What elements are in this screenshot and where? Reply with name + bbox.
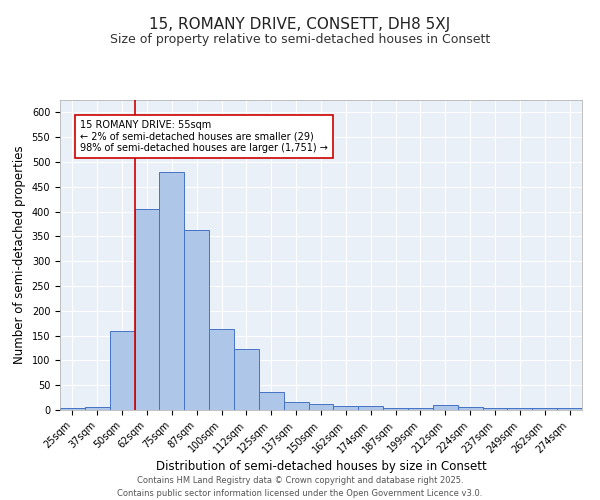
Bar [184, 230, 209, 410]
Text: Contains HM Land Registry data © Crown copyright and database right 2025.
Contai: Contains HM Land Registry data © Crown c… [118, 476, 482, 498]
Y-axis label: Number of semi-detached properties: Number of semi-detached properties [13, 146, 26, 364]
Bar [134, 209, 160, 410]
Bar [557, 408, 582, 410]
Text: 15 ROMANY DRIVE: 55sqm
← 2% of semi-detached houses are smaller (29)
98% of semi: 15 ROMANY DRIVE: 55sqm ← 2% of semi-deta… [80, 120, 328, 153]
Bar [234, 349, 259, 410]
Bar [85, 406, 110, 410]
Bar [284, 402, 308, 410]
Bar [209, 329, 234, 410]
Bar [358, 406, 383, 410]
Bar [458, 406, 482, 410]
Bar [383, 408, 408, 410]
Bar [160, 172, 184, 410]
Bar [508, 408, 532, 410]
Bar [110, 330, 134, 410]
Text: 15, ROMANY DRIVE, CONSETT, DH8 5XJ: 15, ROMANY DRIVE, CONSETT, DH8 5XJ [149, 18, 451, 32]
Bar [433, 405, 458, 410]
Bar [532, 408, 557, 410]
Bar [308, 404, 334, 410]
Text: Size of property relative to semi-detached houses in Consett: Size of property relative to semi-detach… [110, 32, 490, 46]
Bar [482, 408, 508, 410]
Bar [60, 408, 85, 410]
Bar [408, 408, 433, 410]
Bar [259, 392, 284, 410]
X-axis label: Distribution of semi-detached houses by size in Consett: Distribution of semi-detached houses by … [155, 460, 487, 473]
Bar [334, 406, 358, 410]
